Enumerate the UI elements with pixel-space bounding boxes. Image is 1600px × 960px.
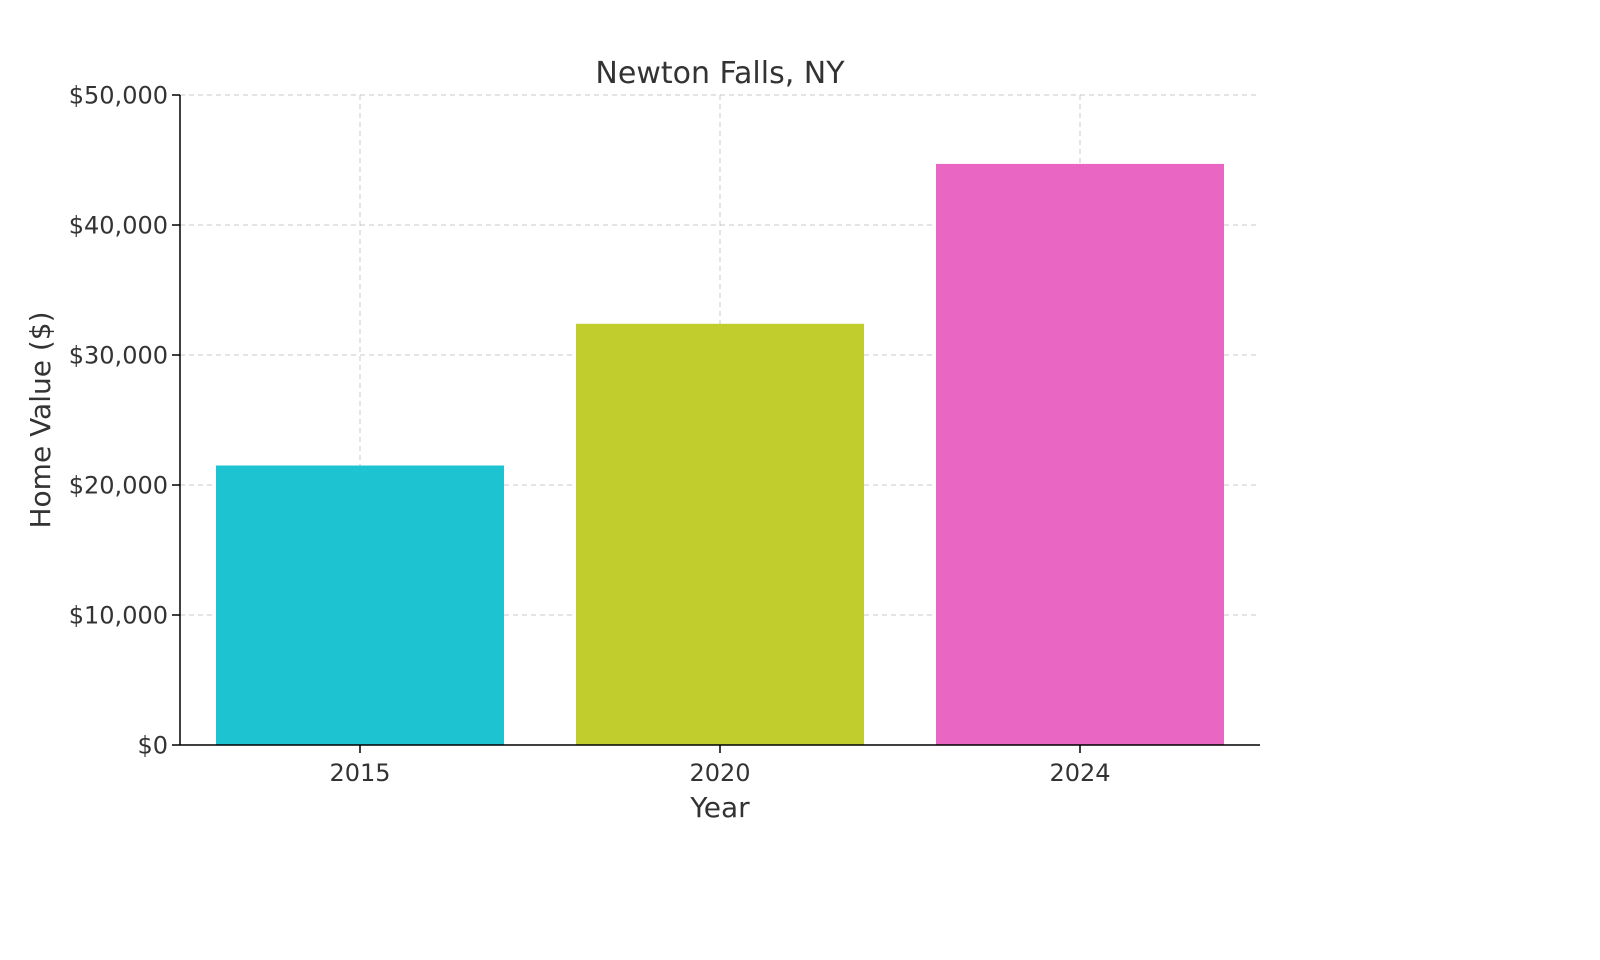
y-tick-label: $30,000	[69, 341, 168, 369]
y-tick-label: $10,000	[69, 601, 168, 629]
x-tick-label: 2020	[689, 759, 750, 787]
chart-title: Newton Falls, NY	[595, 56, 845, 91]
bar	[576, 324, 864, 745]
x-axis-label: Year	[689, 791, 750, 824]
y-tick-label: $50,000	[69, 81, 168, 109]
bar	[936, 164, 1224, 745]
x-tick-label: 2015	[329, 759, 390, 787]
y-axis-label: Home Value ($)	[24, 311, 57, 528]
y-tick-label: $0	[137, 731, 168, 759]
bar-chart: 2015 2020 2024 $0 $10,000 $20,000 $30,000 $40,0…	[0, 0, 1600, 960]
bar	[216, 466, 504, 746]
y-tick-label: $40,000	[69, 211, 168, 239]
x-tick-label: 2024	[1049, 759, 1110, 787]
chart-container: 2015 2020 2024 $0 $10,000 $20,000 $30,000 $40,0…	[0, 0, 1600, 960]
y-tick-label: $20,000	[69, 471, 168, 499]
